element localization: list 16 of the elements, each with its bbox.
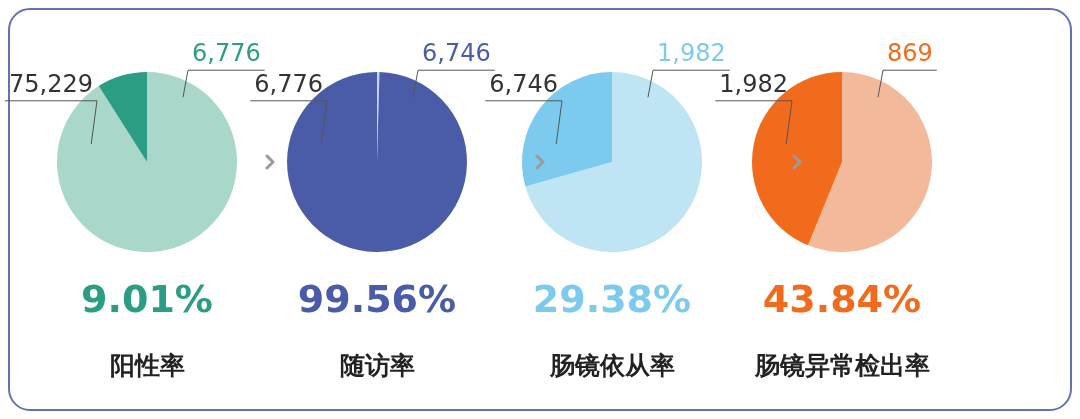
text: 1,982 — [657, 39, 726, 68]
text: 随访率 — [339, 351, 415, 380]
text: 肠镜异常检出率 — [754, 351, 930, 380]
text: 肠镜依从率 — [549, 351, 675, 380]
text: 6,776 — [192, 39, 261, 68]
text: 75,229 — [9, 69, 93, 98]
text: 阳性率 — [108, 350, 186, 382]
text: 6,746 — [422, 39, 491, 68]
text: 6,776 — [254, 69, 323, 98]
text: 29.38% — [532, 277, 692, 321]
text: 6,746 — [489, 69, 558, 98]
text: 99.56% — [297, 277, 457, 321]
text: 1,982 — [719, 69, 788, 98]
text: 43.84% — [762, 277, 922, 321]
text: 9.01% — [81, 277, 213, 321]
text: 869 — [887, 39, 933, 68]
